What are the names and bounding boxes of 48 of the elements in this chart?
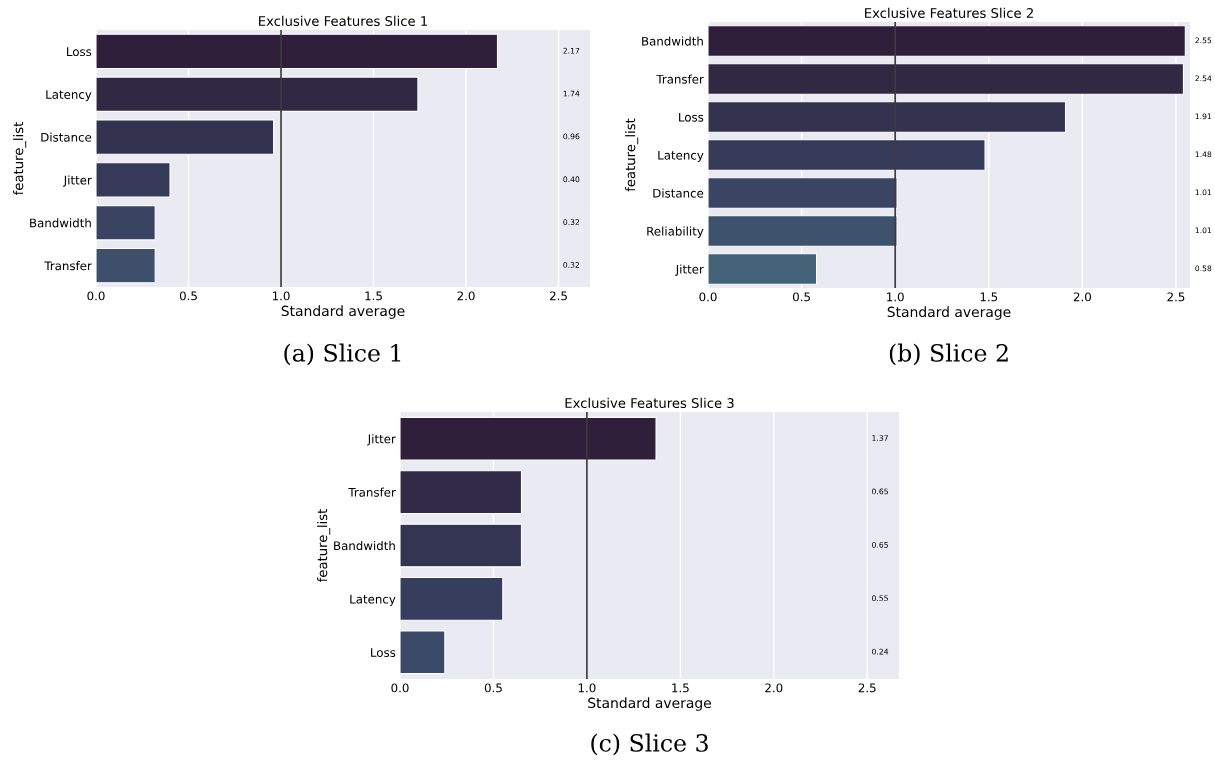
y-tick-label: Jitter [367,434,396,446]
text: (a) Slice 1 [284,343,401,366]
x-tick-label: 0.5 [484,683,502,693]
y-tick-label: Bandwidth [642,36,703,46]
x-tick-label: 0.0 [87,291,105,301]
x-tick-label: 2.0 [457,291,475,301]
y-tick-label: Bandwidth [30,218,91,228]
y-tick-label: Bandwidth [334,541,395,551]
x-tick-label: 1.5 [672,683,689,693]
x-tick-label: 2.0 [1073,292,1091,302]
y-axis-title: feature_list [625,118,639,192]
y-tick-label: Transfer [348,487,396,497]
x-axis-title: Standard average [887,306,1011,320]
y-tick-label: Latency [350,594,396,606]
x-tick-label: 0.5 [792,292,810,302]
y-axis-title: feature_list [13,122,27,195]
x-tick-label: 2.5 [858,683,876,693]
y-tick-label: Loss [371,648,396,657]
chart-title: Exclusive Features Slice 3 [565,397,734,409]
text: (c) Slice 3 [591,733,708,756]
y-tick-label: Transfer [656,74,704,84]
x-tick-label: 2.0 [765,683,783,693]
x-tick-label: 2.5 [550,291,567,301]
x-tick-label: 0.0 [391,683,409,693]
text: (b) Slice 2 [889,343,1008,366]
x-tick-label: 1.0 [887,292,904,302]
x-tick-label: 1.0 [578,683,596,693]
y-tick-label: Latency [46,90,92,102]
chart-title: Exclusive Features Slice 2 [865,7,1033,19]
x-axis-title: Standard average [281,305,405,319]
y-tick-label: Distance [41,132,92,142]
x-tick-label: 2.5 [1167,292,1185,302]
x-tick-label: 1.0 [272,291,290,301]
y-tick-label: Reliability [647,226,704,238]
x-tick-label: 0.0 [699,292,717,302]
x-tick-label: 0.5 [179,291,197,301]
y-tick-label: Latency [658,150,704,162]
x-tick-label: 1.5 [365,291,382,301]
y-tick-label: Loss [67,47,92,57]
y-tick-label: Distance [653,188,704,198]
x-axis-title: Standard average [588,697,711,711]
x-tick-label: 1.5 [980,292,998,302]
y-tick-label: Jitter [675,264,704,276]
y-tick-label: Loss [679,112,704,122]
chart-title: Exclusive Features Slice 1 [259,15,427,27]
y-axis-title: feature_list [317,509,331,582]
y-tick-label: Jitter [63,175,92,187]
y-tick-label: Transfer [44,261,92,271]
